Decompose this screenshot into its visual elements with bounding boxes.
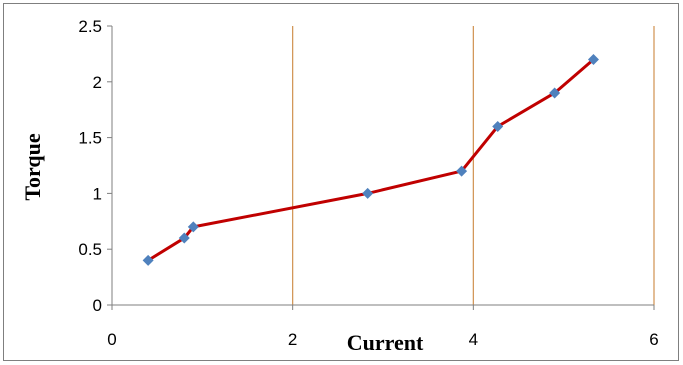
axes <box>107 25 655 310</box>
data-point <box>178 232 190 244</box>
data-point <box>492 120 504 132</box>
x-tick-labels: 0 2 4 6 <box>107 330 658 349</box>
chart-area: 0 0.5 1 1.5 2 2.5 0 2 4 6 Current Torque <box>3 3 679 361</box>
y-tick-label: 0.5 <box>78 240 102 259</box>
data-point <box>587 53 599 65</box>
data-point <box>549 87 561 99</box>
data-series <box>142 53 599 266</box>
y-tick-label: 1.5 <box>78 129 102 148</box>
data-point <box>456 165 468 177</box>
data-point <box>187 221 199 233</box>
data-point <box>362 187 374 199</box>
y-tick-label: 2 <box>93 73 102 92</box>
y-tick-label: 2.5 <box>78 17 102 36</box>
y-tick-label: 0 <box>93 296 102 315</box>
x-axis-title: Current <box>347 330 424 355</box>
chart-plot: 0 0.5 1 1.5 2 2.5 0 2 4 6 Current Torque <box>20 17 659 355</box>
x-tick-label: 4 <box>469 330 478 349</box>
series-line <box>147 58 595 262</box>
y-tick-label: 1 <box>93 184 102 203</box>
gridlines <box>292 26 655 305</box>
x-tick-label: 6 <box>649 330 658 349</box>
y-axis-title: Torque <box>20 133 45 200</box>
x-tick-label: 0 <box>107 330 116 349</box>
x-tick-label: 2 <box>288 330 297 349</box>
y-tick-labels: 0 0.5 1 1.5 2 2.5 <box>78 17 102 315</box>
